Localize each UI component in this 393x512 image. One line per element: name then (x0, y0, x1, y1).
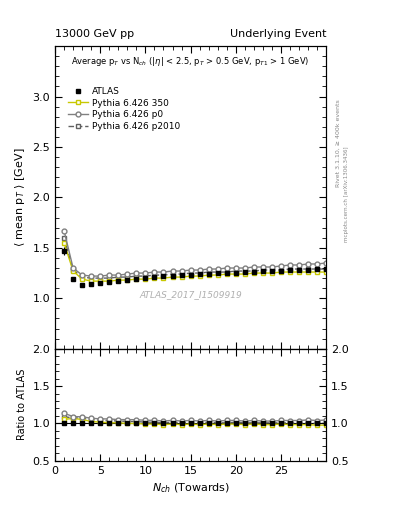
Text: Rivet 3.1.10, ≥ 400k events: Rivet 3.1.10, ≥ 400k events (336, 99, 341, 187)
Text: ATLAS_2017_I1509919: ATLAS_2017_I1509919 (139, 290, 242, 298)
X-axis label: $N_{ch}$ (Towards): $N_{ch}$ (Towards) (152, 481, 230, 495)
Text: Average p$_T$ vs N$_{ch}$ ($|\eta|$ < 2.5, p$_T$ > 0.5 GeV, p$_{T1}$ > 1 GeV): Average p$_T$ vs N$_{ch}$ ($|\eta|$ < 2.… (72, 55, 310, 68)
Text: mcplots.cern.ch [arXiv:1306.3436]: mcplots.cern.ch [arXiv:1306.3436] (344, 147, 349, 242)
Y-axis label: $\langle$ mean p$_T$ $\rangle$ [GeV]: $\langle$ mean p$_T$ $\rangle$ [GeV] (13, 147, 27, 247)
Text: 13000 GeV pp: 13000 GeV pp (55, 29, 134, 38)
Legend: ATLAS, Pythia 6.426 350, Pythia 6.426 p0, Pythia 6.426 p2010: ATLAS, Pythia 6.426 350, Pythia 6.426 p0… (68, 87, 180, 131)
Text: Underlying Event: Underlying Event (230, 29, 326, 38)
Y-axis label: Ratio to ATLAS: Ratio to ATLAS (17, 369, 27, 440)
